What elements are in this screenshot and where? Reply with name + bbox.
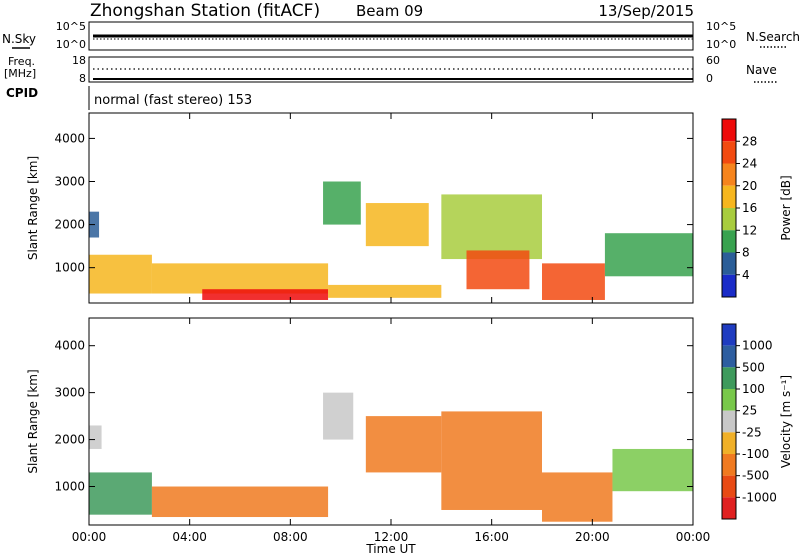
data-region xyxy=(542,263,605,300)
data-region xyxy=(151,486,329,518)
colorbar-segment xyxy=(722,163,736,186)
data-region xyxy=(466,250,530,290)
colorbar-tick-label: -1000 xyxy=(742,490,777,504)
data-region xyxy=(151,263,329,294)
nsky-label: N.Sky xyxy=(2,32,36,46)
colorbar-segment xyxy=(722,432,736,454)
colorbar-tick-label: 1000 xyxy=(742,339,773,353)
x-tick-label: 12:00 xyxy=(374,530,409,544)
x-tick-label: 00:00 xyxy=(72,530,107,544)
colorbar-segment xyxy=(722,185,736,208)
x-tick-label: 08:00 xyxy=(273,530,308,544)
colorbar-segment xyxy=(722,274,736,297)
data-region xyxy=(89,472,152,515)
colorbar-tick-label: 28 xyxy=(742,134,757,148)
colorbar-segment xyxy=(722,208,736,231)
y-tick-label: 1000 xyxy=(54,261,85,275)
data-region xyxy=(612,448,693,492)
beam-label: Beam 09 xyxy=(356,2,423,20)
y-tick-label: 1000 xyxy=(54,480,85,494)
y-tick-label: 2000 xyxy=(54,218,85,232)
freq-unit-label: [MHz] xyxy=(4,67,36,80)
colorbar-tick-label: 20 xyxy=(742,179,757,193)
velocity-chart: 4000 3000 2000 1000 Slant Range [km] 00:00 04:… xyxy=(26,317,793,554)
y-tick-label: 2000 xyxy=(54,433,85,447)
colorbar-segment xyxy=(722,389,736,411)
data-region xyxy=(365,416,442,473)
colorbar-tick-label: 24 xyxy=(742,157,757,171)
data-region xyxy=(323,392,354,440)
y-tick-label: 4000 xyxy=(54,131,85,145)
data-region xyxy=(328,284,442,298)
colorbar-tick-label: 500 xyxy=(742,360,765,374)
colorbar-segment xyxy=(722,119,736,142)
cpid-text: normal (fast stereo) 153 xyxy=(94,93,252,108)
colorbar-segment xyxy=(722,454,736,476)
colorbar-tick-label: 12 xyxy=(742,223,757,237)
power-chart: 4000 3000 2000 1000 Slant Range [km] 28 24 20 16… xyxy=(26,112,793,304)
colorbar-tick-label: 16 xyxy=(742,201,757,215)
data-region xyxy=(441,411,542,510)
colorbar-tick-label: 8 xyxy=(742,246,750,260)
y-tick-label: 3000 xyxy=(54,386,85,400)
nave-label: Nave xyxy=(746,63,777,77)
colorbar-label: Velocity [m s⁻¹] xyxy=(779,375,793,468)
colorbar-tick-label: 25 xyxy=(742,404,757,418)
colorbar-segment xyxy=(722,367,736,389)
colorbar-segment xyxy=(722,497,736,519)
data-region xyxy=(89,254,152,294)
colorbar-segment xyxy=(722,230,736,253)
nsky-tick-high: 10^5 xyxy=(56,20,86,33)
data-region xyxy=(89,425,102,449)
data-region xyxy=(365,203,429,247)
nsearch-tick-high: 10^5 xyxy=(706,20,736,33)
freq-tick-high: 18 xyxy=(72,54,86,67)
colorbar-label: Power [dB] xyxy=(779,175,793,240)
colorbar-tick-label: 4 xyxy=(742,268,750,282)
colorbar-segment xyxy=(722,475,736,498)
colorbar-tick-label: 100 xyxy=(742,382,765,396)
date-label: 13/Sep/2015 xyxy=(598,2,694,20)
y-axis-label: Slant Range [km] xyxy=(26,156,40,260)
nsearch-label: N.Search xyxy=(746,30,800,44)
y-tick-label: 3000 xyxy=(54,175,85,189)
colorbar-segment xyxy=(722,345,736,368)
data-region xyxy=(441,194,542,260)
colorbar-tick-label: -500 xyxy=(742,469,769,483)
colorbar-segment xyxy=(722,141,736,164)
colorbar-segment xyxy=(722,324,736,346)
y-tick-label: 4000 xyxy=(54,339,85,353)
x-axis-label: Time UT xyxy=(365,542,416,554)
colorbar-tick-label: -25 xyxy=(742,425,762,439)
colorbar-segment xyxy=(722,252,736,275)
colorbar-frame xyxy=(721,323,737,520)
data-region xyxy=(323,181,361,225)
x-tick-label: 20:00 xyxy=(575,530,610,544)
x-tick-label: 00:00 xyxy=(676,530,711,544)
y-axis-label: Slant Range [km] xyxy=(26,369,40,473)
nsearch-tick-low: 10^0 xyxy=(706,38,736,51)
freq-label: Freq. xyxy=(8,55,35,68)
x-tick-label: 16:00 xyxy=(474,530,509,544)
cpid-label: CPID xyxy=(6,86,38,100)
data-region xyxy=(604,233,693,277)
nave-tick-low: 0 xyxy=(706,72,713,85)
nsky-tick-low: 10^0 xyxy=(56,38,86,51)
freq-tick-low: 8 xyxy=(79,72,86,85)
colorbar-tick-label: -100 xyxy=(742,447,769,461)
data-region xyxy=(202,289,329,300)
colorbar-segment xyxy=(722,410,736,433)
x-tick-label: 04:00 xyxy=(172,530,207,544)
nave-tick-high: 60 xyxy=(706,54,720,67)
station-title: Zhongshan Station (fitACF) xyxy=(90,1,320,21)
data-region xyxy=(542,472,613,522)
